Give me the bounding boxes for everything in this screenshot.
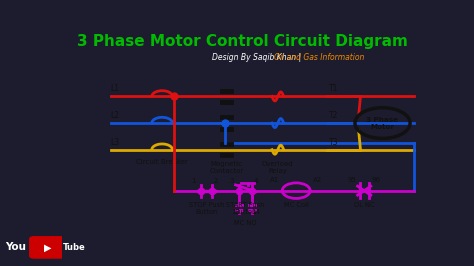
Text: STOP Push
Button: STOP Push Button xyxy=(189,202,224,215)
FancyBboxPatch shape xyxy=(30,237,65,258)
Text: Magnetic
Contactor: Magnetic Contactor xyxy=(209,161,244,174)
Text: 2: 2 xyxy=(213,178,218,185)
Text: START Push
Button: START Push Button xyxy=(227,202,265,215)
Text: OL NC: OL NC xyxy=(354,202,374,208)
Text: Design By Saqib Khan |: Design By Saqib Khan | xyxy=(212,53,303,63)
Text: T3: T3 xyxy=(329,138,339,147)
Text: 3: 3 xyxy=(230,178,234,185)
Text: Oil and Gas Information: Oil and Gas Information xyxy=(274,53,365,63)
Text: Tube: Tube xyxy=(63,243,85,252)
Text: 14: 14 xyxy=(251,209,260,215)
Text: 1: 1 xyxy=(191,178,196,185)
Text: L3: L3 xyxy=(110,138,120,147)
Text: T1: T1 xyxy=(329,84,338,93)
Text: Overload
Relay: Overload Relay xyxy=(262,161,293,174)
Text: ▶: ▶ xyxy=(44,242,51,252)
Text: 3 Phase Motor Control Circuit Diagram: 3 Phase Motor Control Circuit Diagram xyxy=(77,34,409,49)
Text: MC NO: MC NO xyxy=(235,220,257,226)
Text: A2: A2 xyxy=(313,177,322,183)
Text: 95: 95 xyxy=(348,177,357,183)
Text: 96: 96 xyxy=(372,177,381,183)
Text: A1: A1 xyxy=(270,177,280,183)
Text: MC Coil: MC Coil xyxy=(284,202,309,208)
Text: T2: T2 xyxy=(329,111,338,120)
Text: Circuit Breaker: Circuit Breaker xyxy=(136,159,188,165)
Text: L1: L1 xyxy=(110,84,119,93)
Text: You: You xyxy=(5,242,26,252)
Text: 3 Phase
Motor: 3 Phase Motor xyxy=(366,117,399,130)
Text: L2: L2 xyxy=(110,111,119,120)
Text: 13: 13 xyxy=(231,209,240,215)
Text: 4: 4 xyxy=(254,178,258,185)
